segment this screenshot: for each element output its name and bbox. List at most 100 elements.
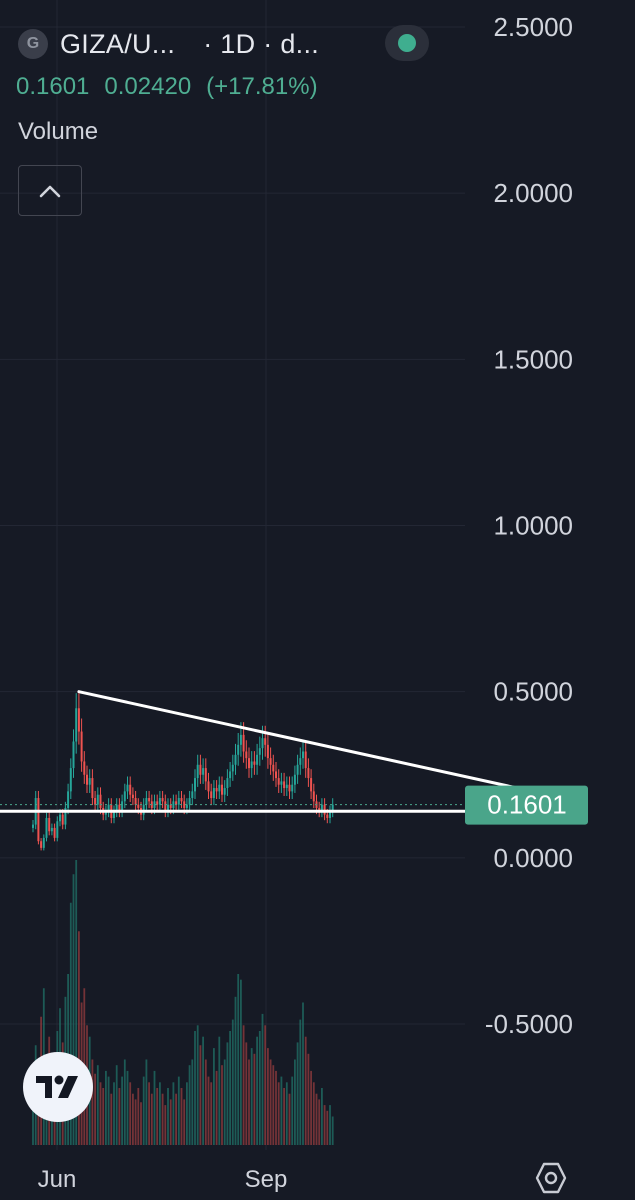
- candle: [37, 790, 40, 845]
- volume-bar: [91, 1059, 94, 1145]
- candle-body: [194, 778, 196, 792]
- candle-body: [169, 804, 172, 808]
- candle-body: [204, 768, 207, 782]
- volume-bar: [302, 1002, 304, 1145]
- candle-body: [269, 758, 272, 765]
- candle-body: [77, 708, 80, 732]
- candle-body: [161, 798, 164, 802]
- volume-bar: [245, 1042, 248, 1145]
- candle: [91, 769, 94, 806]
- candle: [272, 754, 275, 781]
- candle: [264, 725, 267, 757]
- candle: [196, 754, 199, 787]
- candle-body: [96, 794, 99, 805]
- volume-bar: [159, 1082, 161, 1145]
- candle-body: [275, 771, 277, 779]
- candle-body: [175, 801, 178, 805]
- volume-bar: [123, 1059, 126, 1145]
- price-axis[interactable]: 2.5000 2.0000 1.5000 1.0000 0.5000 0.0000 -0.5…: [485, 12, 573, 1039]
- candle-body: [83, 761, 86, 775]
- candle: [212, 780, 215, 806]
- x-tick-label: Jun: [38, 1166, 77, 1193]
- candle: [302, 740, 304, 769]
- volume-bar: [194, 1031, 196, 1145]
- candle-body: [59, 814, 61, 822]
- candle-body: [215, 788, 218, 792]
- candle-body: [137, 804, 140, 808]
- candle-body: [75, 708, 78, 742]
- y-tick-label: 1.0000: [493, 511, 573, 541]
- volume-bar: [280, 1076, 283, 1145]
- volume-bar: [312, 1082, 315, 1145]
- volume-bar: [326, 1110, 329, 1145]
- candle: [223, 780, 226, 803]
- candle: [215, 780, 218, 800]
- candle: [88, 769, 91, 793]
- volume-bar: [105, 1070, 107, 1145]
- candle-body: [56, 821, 59, 838]
- candle-body: [207, 781, 210, 792]
- market-status-indicator[interactable]: [385, 25, 429, 61]
- candle: [237, 733, 240, 766]
- candle: [269, 747, 272, 775]
- candle-body: [226, 778, 229, 789]
- candle: [221, 776, 223, 803]
- tradingview-logo-icon[interactable]: [23, 1052, 93, 1122]
- volume-bar: [331, 1116, 334, 1145]
- time-axis[interactable]: Jun Sep: [38, 1166, 288, 1193]
- interval-label[interactable]: · 1D · d...: [203, 28, 320, 59]
- volume-bar: [221, 1065, 223, 1145]
- candle: [123, 783, 126, 809]
- candle-body: [158, 798, 161, 805]
- volume-bar: [94, 1073, 96, 1145]
- price-tag-text: 0.1601: [487, 790, 567, 820]
- candle-body: [261, 738, 264, 749]
- candle-body: [196, 764, 199, 779]
- volume-bar: [150, 1093, 153, 1145]
- volume-bar: [169, 1099, 172, 1145]
- volume-bar: [110, 1093, 113, 1145]
- candle: [191, 783, 194, 806]
- volume-bar: [307, 1053, 310, 1145]
- settings-icon[interactable]: [533, 1160, 569, 1196]
- candle: [280, 772, 283, 793]
- symbol-name[interactable]: GIZA/U...: [60, 28, 176, 59]
- candle-body: [312, 791, 315, 802]
- candle: [164, 794, 167, 818]
- collapse-indicators-button[interactable]: [18, 165, 82, 216]
- candle: [129, 776, 132, 803]
- candle-body: [113, 811, 115, 818]
- candle-body: [291, 784, 294, 792]
- candle: [296, 754, 299, 784]
- candle: [210, 783, 213, 806]
- volume-bar: [102, 1088, 105, 1145]
- candle-body: [237, 744, 240, 755]
- candle: [310, 769, 313, 800]
- candle: [199, 754, 202, 784]
- volume-bar: [240, 979, 242, 1145]
- last-price: 0.1601: [16, 73, 90, 100]
- candle-body: [67, 791, 70, 808]
- volume-indicator-label[interactable]: Volume: [18, 118, 99, 145]
- candle: [329, 805, 331, 824]
- candle-body: [283, 781, 286, 789]
- volume-bar: [267, 1048, 269, 1145]
- candle-body: [86, 774, 88, 785]
- candle: [72, 729, 75, 778]
- volume-bar: [126, 1070, 129, 1145]
- candle-body: [118, 804, 121, 812]
- candle: [126, 776, 129, 800]
- volume-bar: [121, 1076, 123, 1145]
- trendlines[interactable]: [0, 690, 534, 813]
- y-tick-label: 0.0000: [493, 843, 573, 873]
- volume-bar: [118, 1088, 121, 1145]
- volume-bar: [132, 1093, 134, 1145]
- candle: [142, 798, 145, 821]
- price-change: 0.02420: [104, 73, 192, 100]
- candle: [145, 790, 148, 812]
- candle: [304, 740, 307, 778]
- candle-body: [177, 798, 180, 805]
- symbol-header[interactable]: G GIZA/U... · 1D · d...: [18, 24, 319, 64]
- candle-body: [126, 784, 129, 792]
